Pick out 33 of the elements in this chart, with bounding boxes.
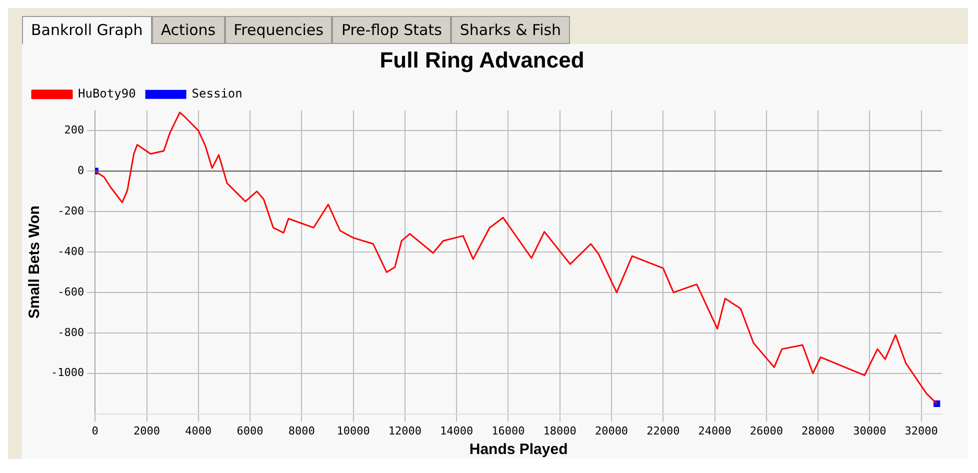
text: Frequencies	[224, 16, 332, 44]
x-tick-label: 10000	[336, 424, 370, 438]
x-tick-label: 14000	[440, 424, 474, 438]
x-tick-label: 30000	[853, 424, 886, 438]
x-tick-label: 8000	[288, 424, 315, 438]
x-tick-label: 24000	[698, 424, 732, 438]
x-tick-label: 22000	[646, 424, 680, 438]
y-tick-label: -800	[58, 326, 84, 339]
x-axis-title: Hands Played	[469, 441, 568, 458]
x-tick-label: 2000	[134, 424, 160, 438]
x-tick-label: 16000	[492, 424, 525, 438]
x-tick-label: 12000	[388, 424, 422, 438]
y-tick-label: -400	[58, 244, 84, 258]
x-tick-label: 20000	[594, 424, 628, 438]
y-tick-label: -600	[58, 285, 84, 298]
y-tick-label: -1000	[50, 366, 84, 380]
text: Pre-flop Stats	[332, 16, 451, 44]
legend-label: HuBoty90	[78, 86, 136, 101]
y-tick-label: -200	[58, 204, 84, 218]
x-tick-label: 32000	[904, 424, 938, 438]
y-tick-label: 200	[64, 123, 84, 136]
x-tick-label: 18000	[543, 424, 576, 438]
text: Sharks & Fish	[450, 16, 570, 44]
x-tick-label: 4000	[185, 424, 212, 438]
y-tick-label: 0	[77, 164, 84, 177]
x-tick-label: 6000	[236, 424, 264, 438]
text: Actions	[152, 16, 225, 44]
x-tick-label: 26000	[750, 424, 783, 438]
y-axis-title: Small Bets Won	[26, 206, 44, 319]
x-tick-label: 0	[92, 424, 98, 438]
legend-label: Session	[192, 86, 242, 101]
chart-title: Full Ring Advanced	[380, 47, 584, 72]
x-tick-label: 28000	[802, 424, 835, 438]
